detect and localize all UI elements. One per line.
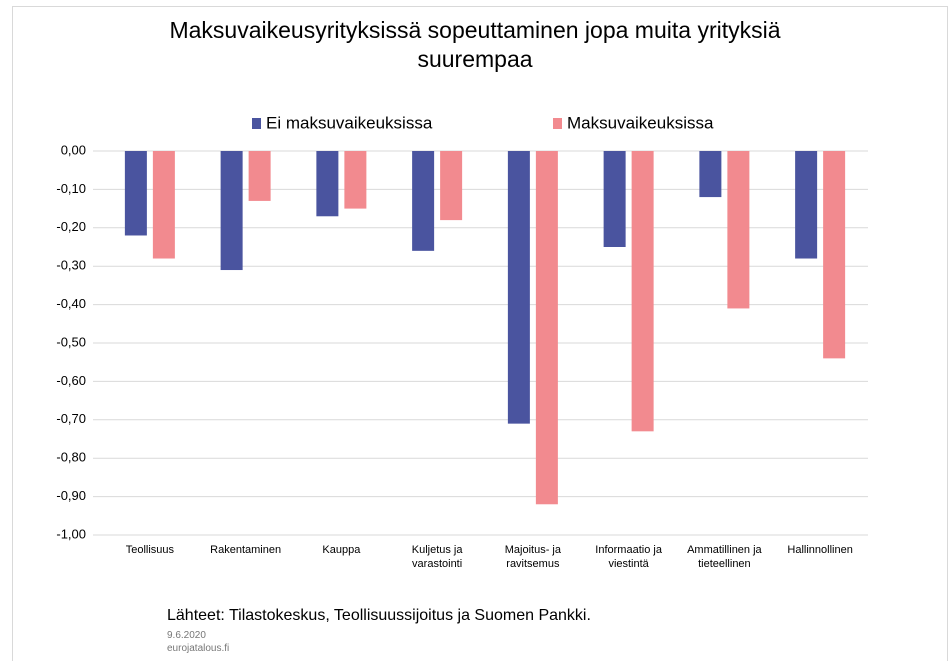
bar <box>699 151 722 198</box>
bar <box>248 151 271 201</box>
bar <box>412 151 435 251</box>
x-tick-label: Hallinnollinen <box>787 544 853 556</box>
bar <box>507 151 530 424</box>
site: eurojatalous.fi <box>167 643 230 654</box>
x-tick-label: Kauppa <box>322 544 361 556</box>
x-tick-label: Ammatillinen ja tieteellinen <box>687 544 762 570</box>
x-tick-label: Teollisuus <box>125 544 175 556</box>
x-tick-label: Informaatio ja viestintä <box>595 544 662 570</box>
bar <box>823 151 846 359</box>
y-tick-label: -0,40 <box>56 296 86 311</box>
bar <box>795 151 818 259</box>
y-tick-label: -0,60 <box>56 373 86 388</box>
bar <box>603 151 626 247</box>
bar <box>440 151 463 221</box>
date: 9.6.2020 <box>167 630 206 641</box>
frame <box>12 6 948 661</box>
y-tick-label: -0,30 <box>56 258 86 273</box>
bar <box>220 151 243 271</box>
x-tick-label: Majoitus- ja ravitsemus <box>504 544 561 570</box>
bar <box>124 151 147 236</box>
y-tick-label: 0,00 <box>61 142 86 157</box>
source: Lähteet: Tilastokeskus, Teollisuussijoit… <box>167 607 591 624</box>
y-tick-label: -0,10 <box>56 181 86 196</box>
legend-label: Maksuvaikeuksissa <box>567 113 714 132</box>
y-tick-label: -0,80 <box>56 450 86 465</box>
bar <box>631 151 654 432</box>
y-tick-label: -0,90 <box>56 488 86 503</box>
legend-swatch <box>252 118 261 129</box>
chart-title: Maksuvaikeusyrityksissä sopeuttaminen jo… <box>169 17 781 72</box>
legend-swatch <box>553 118 562 129</box>
bar <box>152 151 175 259</box>
bar <box>344 151 367 209</box>
bar <box>535 151 558 505</box>
y-tick-label: -0,50 <box>56 334 86 349</box>
x-tick-label: Kuljetus ja varastointi <box>411 544 463 570</box>
y-tick-label: -0,20 <box>56 219 86 234</box>
x-tick-label: Rakentaminen <box>210 544 282 556</box>
y-tick-label: -1,00 <box>56 526 86 541</box>
bar <box>316 151 339 217</box>
y-tick-label: -0,70 <box>56 411 86 426</box>
legend-label: Ei maksuvaikeuksissa <box>266 113 433 132</box>
bar <box>727 151 750 309</box>
